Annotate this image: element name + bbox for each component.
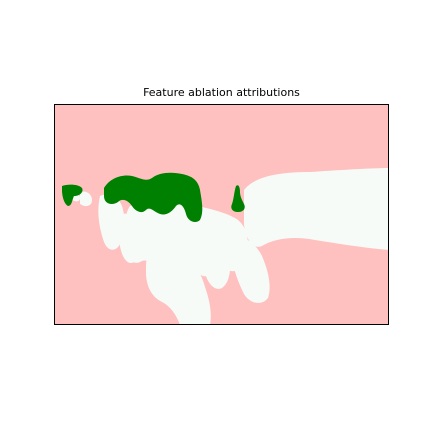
attribution-map bbox=[54, 104, 389, 325]
positive-region-right-drop bbox=[231, 185, 245, 212]
neutral-region-lower-stem bbox=[146, 249, 211, 325]
neutral-region-spot-left bbox=[80, 191, 92, 207]
axes-frame bbox=[54, 104, 389, 325]
plot-title: Feature ablation attributions bbox=[143, 86, 300, 99]
neutral-region-left-arm-2 bbox=[118, 213, 141, 264]
neutral-region-left-arm bbox=[98, 194, 125, 250]
neutral-region-right-band bbox=[244, 168, 389, 250]
positive-region-main bbox=[104, 172, 203, 222]
neutral-attribution-regions bbox=[72, 168, 389, 325]
neutral-region-right-leg bbox=[232, 237, 270, 303]
neutral-region-mid-leg bbox=[202, 231, 230, 289]
positive-attribution-regions bbox=[62, 172, 245, 222]
positive-region-left-spot bbox=[62, 184, 83, 206]
